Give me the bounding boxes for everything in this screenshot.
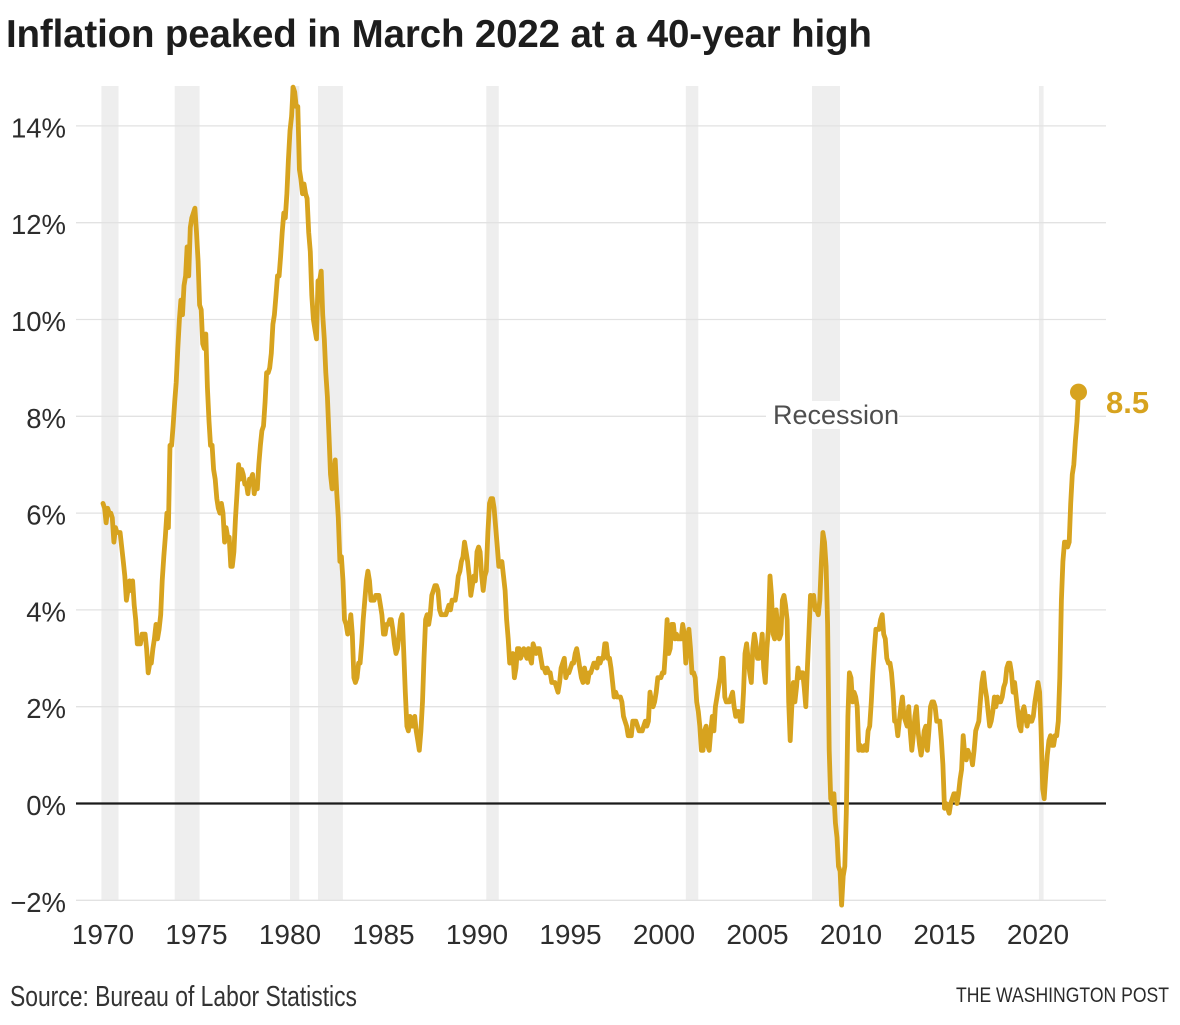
svg-text:2005: 2005 [726, 919, 788, 950]
svg-text:14%: 14% [11, 112, 66, 143]
svg-text:2000: 2000 [633, 919, 695, 950]
svg-text:1975: 1975 [165, 919, 227, 950]
svg-text:Inflation peaked in March 2022: Inflation peaked in March 2022 at a 40-y… [6, 13, 872, 56]
svg-text:0%: 0% [26, 790, 66, 821]
svg-text:Recession: Recession [773, 400, 899, 430]
svg-text:2010: 2010 [820, 919, 882, 950]
svg-text:6%: 6% [26, 500, 66, 531]
svg-text:12%: 12% [11, 209, 66, 240]
svg-text:2015: 2015 [913, 919, 975, 950]
svg-text:THE WASHINGTON POST: THE WASHINGTON POST [956, 983, 1169, 1007]
svg-text:1995: 1995 [539, 919, 601, 950]
svg-text:10%: 10% [11, 306, 66, 337]
svg-text:Source: Bureau of Labor Statis: Source: Bureau of Labor Statistics [10, 981, 357, 1013]
svg-text:−2%: −2% [10, 887, 66, 918]
svg-text:8%: 8% [26, 403, 66, 434]
svg-text:1990: 1990 [446, 919, 508, 950]
svg-text:1985: 1985 [352, 919, 414, 950]
svg-text:1980: 1980 [259, 919, 321, 950]
svg-text:2020: 2020 [1007, 919, 1069, 950]
svg-text:8.5: 8.5 [1106, 385, 1149, 420]
svg-text:1970: 1970 [72, 919, 134, 950]
svg-text:2%: 2% [26, 693, 66, 724]
svg-text:4%: 4% [26, 596, 66, 627]
